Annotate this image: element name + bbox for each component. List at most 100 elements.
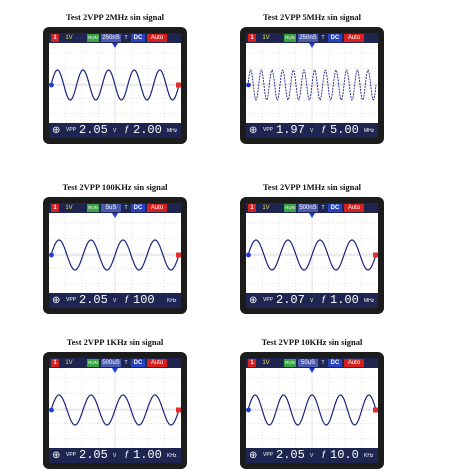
oscilloscope-device: 1 1V RUN 500uS T DC Auto ⊕ VPP 2.05 V f … xyxy=(43,352,187,469)
run-status-badge[interactable]: RUN xyxy=(87,34,99,42)
waveform-plot xyxy=(49,368,181,448)
trigger-marker-label: T xyxy=(321,35,325,41)
coupling-badge[interactable]: DC xyxy=(131,359,145,367)
waveform-plot xyxy=(49,213,181,293)
vpp-label: VPP xyxy=(66,127,77,133)
sine-waveform xyxy=(247,394,377,426)
trigger-mode-badge[interactable]: Auto xyxy=(147,34,167,42)
panel-title: Test 2VPP 2MHz sin signal xyxy=(66,12,164,22)
waveform-plot xyxy=(246,213,378,293)
volt-unit: V xyxy=(113,128,117,134)
channel-offset-marker xyxy=(49,407,54,413)
trigger-mode-badge[interactable]: Auto xyxy=(147,204,167,212)
scope-panel-3: Test 2VPP 100KHz sin signal 1 1V RUN 5uS… xyxy=(35,182,195,314)
coupling-badge[interactable]: DC xyxy=(131,34,145,42)
volts-per-div[interactable]: 1V xyxy=(65,205,73,211)
volts-per-div[interactable]: 1V xyxy=(65,35,73,41)
scope-screen: 1 1V RUN 250nS T DC Auto ⊕ VPP 2.05 V f … xyxy=(49,33,181,138)
oscilloscope-device: 1 1V RUN 250nS T DC Auto ⊕ VPP 2.05 V f … xyxy=(43,27,187,144)
channel-badge[interactable]: 1 xyxy=(51,34,59,42)
scope-screen: 1 1V RUN 50uS T DC Auto ⊕ VPP 2.05 V f 1… xyxy=(246,358,378,463)
scope-panel-6: Test 2VPP 10KHz sin signal 1 1V RUN 50uS… xyxy=(232,337,392,469)
trigger-marker-label: T xyxy=(124,360,128,366)
trigger-mode-badge[interactable]: Auto xyxy=(344,34,364,42)
measurement-bar: ⊕ VPP 2.05 V f 10.0 KHz xyxy=(246,448,378,463)
status-bar: 1 1V RUN 50uS T DC Auto xyxy=(246,358,378,368)
channel-badge[interactable]: 1 xyxy=(51,204,59,212)
run-status-badge[interactable]: RUN xyxy=(284,204,296,212)
volts-per-div[interactable]: 1V xyxy=(65,360,73,366)
crosshair-icon[interactable]: ⊕ xyxy=(52,295,61,306)
crosshair-icon[interactable]: ⊕ xyxy=(52,125,61,136)
measurement-bar: ⊕ VPP 2.05 V f 2.00 MHz xyxy=(49,123,181,138)
scope-panel-1: Test 2VPP 2MHz sin signal 1 1V RUN 250nS… xyxy=(35,12,195,144)
channel-badge[interactable]: 1 xyxy=(51,359,59,367)
crosshair-icon[interactable]: ⊕ xyxy=(249,450,258,461)
vpp-label: VPP xyxy=(66,297,77,303)
timebase-badge[interactable]: 5uS xyxy=(101,204,121,212)
run-status-badge[interactable]: RUN xyxy=(87,359,99,367)
timebase-badge[interactable]: 50uS xyxy=(298,359,318,367)
timebase-badge[interactable]: 250nS xyxy=(298,34,318,42)
coupling-badge[interactable]: DC xyxy=(328,34,342,42)
trigger-position-icon xyxy=(309,213,315,218)
crosshair-icon[interactable]: ⊕ xyxy=(52,450,61,461)
volts-per-div[interactable]: 1V xyxy=(262,205,270,211)
status-bar: 1 1V RUN 500uS T DC Auto xyxy=(49,358,181,368)
channel-badge[interactable]: 1 xyxy=(248,34,256,42)
panel-title: Test 2VPP 1MHz sin signal xyxy=(263,182,361,192)
run-status-badge[interactable]: RUN xyxy=(284,359,296,367)
trigger-level-marker xyxy=(176,252,181,258)
frequency-icon: f xyxy=(125,125,128,136)
volts-per-div[interactable]: 1V xyxy=(262,35,270,41)
sine-waveform xyxy=(50,69,180,101)
status-bar: 1 1V RUN 250nS T DC Auto xyxy=(246,33,378,43)
timebase-badge[interactable]: 250nS xyxy=(101,34,121,42)
scope-screen: 1 1V RUN 5uS T DC Auto ⊕ VPP 2.05 V f 10… xyxy=(49,203,181,308)
frequency-value: 5.00 xyxy=(330,123,359,137)
trigger-position-icon xyxy=(112,43,118,48)
trigger-level-marker xyxy=(176,82,181,88)
coupling-badge[interactable]: DC xyxy=(131,204,145,212)
volt-unit: V xyxy=(310,128,314,134)
crosshair-icon[interactable]: ⊕ xyxy=(249,125,258,136)
waveform-plot xyxy=(49,43,181,123)
trigger-mode-badge[interactable]: Auto xyxy=(344,359,364,367)
trigger-position-icon xyxy=(309,43,315,48)
frequency-unit: KHz xyxy=(167,298,177,304)
coupling-badge[interactable]: DC xyxy=(328,359,342,367)
vpp-value: 2.05 xyxy=(79,448,108,462)
channel-badge[interactable]: 1 xyxy=(248,204,256,212)
trigger-mode-badge[interactable]: Auto xyxy=(147,359,167,367)
measurement-bar: ⊕ VPP 1.97 V f 5.00 MHz xyxy=(246,123,378,138)
frequency-unit: MHz xyxy=(364,298,375,304)
volts-per-div[interactable]: 1V xyxy=(262,360,270,366)
timebase-badge[interactable]: 500nS xyxy=(298,204,318,212)
frequency-unit: MHz xyxy=(167,128,178,134)
frequency-unit: KHz xyxy=(364,453,374,459)
channel-badge[interactable]: 1 xyxy=(248,359,256,367)
trigger-marker-label: T xyxy=(321,205,325,211)
trigger-position-icon xyxy=(112,368,118,373)
channel-offset-marker xyxy=(49,82,54,88)
coupling-badge[interactable]: DC xyxy=(328,204,342,212)
sine-waveform xyxy=(247,69,377,101)
waveform-plot xyxy=(246,368,378,448)
scope-screen: 1 1V RUN 500nS T DC Auto ⊕ VPP 2.07 V f … xyxy=(246,203,378,308)
oscilloscope-device: 1 1V RUN 250nS T DC Auto ⊕ VPP 1.97 V f … xyxy=(240,27,384,144)
trigger-marker-label: T xyxy=(124,205,128,211)
scope-panel-5: Test 2VPP 1KHz sin signal 1 1V RUN 500uS… xyxy=(35,337,195,469)
scope-screen: 1 1V RUN 500uS T DC Auto ⊕ VPP 2.05 V f … xyxy=(49,358,181,463)
trigger-position-icon xyxy=(309,368,315,373)
trigger-mode-badge[interactable]: Auto xyxy=(344,204,364,212)
crosshair-icon[interactable]: ⊕ xyxy=(249,295,258,306)
run-status-badge[interactable]: RUN xyxy=(284,34,296,42)
channel-offset-marker xyxy=(246,407,251,413)
frequency-unit: MHz xyxy=(364,128,375,134)
timebase-badge[interactable]: 500uS xyxy=(101,359,121,367)
vpp-label: VPP xyxy=(263,452,274,458)
scope-panel-4: Test 2VPP 1MHz sin signal 1 1V RUN 500nS… xyxy=(232,182,392,314)
run-status-badge[interactable]: RUN xyxy=(87,204,99,212)
panel-title: Test 2VPP 5MHz sin signal xyxy=(263,12,361,22)
oscilloscope-device: 1 1V RUN 5uS T DC Auto ⊕ VPP 2.05 V f 10… xyxy=(43,197,187,314)
